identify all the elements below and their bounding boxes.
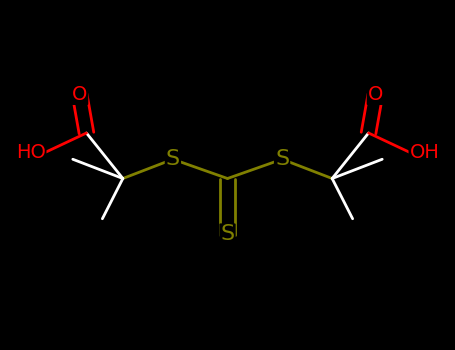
Text: OH: OH — [410, 143, 440, 162]
Text: O: O — [368, 85, 383, 104]
Text: O: O — [72, 85, 87, 104]
Text: S: S — [166, 149, 180, 169]
Text: S: S — [275, 149, 289, 169]
Text: HO: HO — [15, 143, 46, 162]
Text: S: S — [220, 224, 235, 245]
